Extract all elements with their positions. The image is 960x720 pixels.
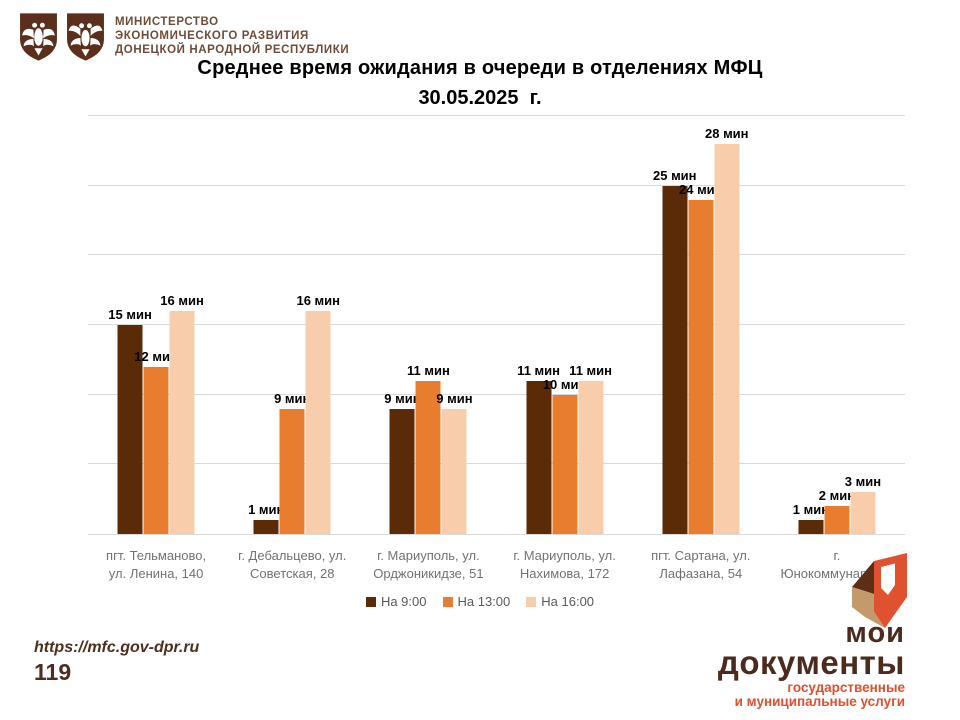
- bars: 1 мин 9 мин 16 мин: [248, 293, 340, 534]
- bar-value-label: 25 мин: [652, 167, 697, 183]
- legend-item: На 13:00: [442, 594, 511, 609]
- gridline-10: [88, 393, 905, 395]
- bars: 25 мин 24 мин 28 мин: [653, 126, 749, 534]
- bar-value-label: 2 мин: [818, 488, 856, 504]
- bar: 11 мин: [517, 363, 560, 534]
- bar-value-label: 11 мин: [569, 362, 613, 378]
- chart-title: Среднее время ожидания в очереди в отдел…: [0, 57, 960, 110]
- bar-group: 15 мин 12 мин 16 мин: [88, 116, 224, 534]
- site-url: https://mfc.gov-dpr.ru: [34, 639, 200, 656]
- dnr-emblem-icon: [67, 13, 104, 61]
- bar-value-label: 12 мин: [134, 348, 178, 364]
- bar-value-label: 9 мин: [274, 390, 311, 406]
- bar-value-label: 11 мин: [517, 362, 561, 378]
- bars: 15 мин 12 мин 16 мин: [108, 293, 204, 534]
- bar-value-label: 16 мин: [296, 293, 341, 309]
- brand-line-moi: мои: [845, 617, 905, 649]
- ministry-name: МИНИСТЕРСТВО ЭКОНОМИЧЕСКОГО РАЗВИТИЯ ДОН…: [115, 15, 349, 57]
- my-documents-logo-icon: [852, 553, 907, 628]
- plot-area: 15 мин 12 мин 16 мин 1 мин 9 мин 16 мин 9 мин 1…: [88, 115, 905, 535]
- phone-number: 119: [34, 659, 72, 685]
- bar: 25 мин: [653, 168, 697, 534]
- russia-emblem-icon: [20, 13, 57, 61]
- ministry-line-2: ЭКОНОМИЧЕСКОГО РАЗВИТИЯ: [115, 30, 309, 43]
- bar-value-label: 15 мин: [108, 307, 152, 322]
- bar-value-label: 16 мин: [160, 293, 204, 309]
- brand-subtitle-2: и муниципальные услуги: [734, 694, 905, 710]
- chart-title-line-1: Среднее время ожидания в очереди в отдел…: [197, 57, 763, 79]
- category-label: г. Дебальцево, ул. Советская, 28: [238, 548, 347, 581]
- category-label: пгт. Тельманово, ул. Ленина, 140: [106, 548, 207, 581]
- legend-item: На 16:00: [526, 594, 594, 609]
- bars: 1 мин 2 мин 3 мин: [793, 474, 881, 534]
- bar: 9 мин: [274, 391, 310, 534]
- bar-value-label: 9 мин: [384, 390, 421, 406]
- category-label: г. Мариуполь, ул. Орджоникидзе, 51: [373, 548, 484, 581]
- bar: 11 мин: [407, 363, 450, 534]
- legend-label: На 13:00: [457, 594, 511, 609]
- bar-group: 11 мин 10 мин 11 мин: [497, 116, 633, 534]
- legend-swatch-icon: [442, 596, 453, 607]
- gridline-20: [88, 254, 905, 256]
- bar-value-label: 24 мин: [678, 181, 723, 197]
- bar: 9 мин: [436, 391, 473, 534]
- gridline-15: [88, 324, 905, 325]
- bar-value-label: 9 мин: [436, 390, 473, 406]
- brand-line-dokumenty: документы: [717, 643, 905, 681]
- bars: 9 мин 11 мин 9 мин: [384, 363, 473, 534]
- bar: 16 мин: [296, 293, 340, 534]
- bar: 9 мин: [384, 391, 421, 534]
- bar: 3 мин: [845, 474, 881, 534]
- gridline-30: [88, 115, 905, 116]
- bar: 1 мин: [248, 502, 284, 534]
- legend-item: На 9:00: [365, 594, 427, 609]
- ministry-line-3: ДОНЕЦКОЙ НАРОДНОЙ РЕСПУБЛИКИ: [115, 44, 350, 57]
- bar-value-label: 3 мин: [844, 474, 882, 490]
- gridline-25: [88, 184, 905, 186]
- brand-subtitle-1: государственные: [787, 679, 905, 695]
- chart-title-date: 30.05.2025 г.: [418, 87, 542, 109]
- bar-group: 1 мин 2 мин 3 мин: [769, 116, 905, 534]
- bar-group: 9 мин 11 мин 9 мин: [360, 116, 496, 534]
- legend-label: На 16:00: [541, 594, 595, 609]
- bar: 24 мин: [679, 182, 723, 534]
- bar-value-label: 11 мин: [407, 362, 450, 378]
- x-axis-line: [88, 534, 905, 535]
- bars: 11 мин 10 мин 11 мин: [517, 363, 612, 534]
- category-label: г. Мариуполь, ул. Нахимова, 172: [513, 548, 616, 581]
- legend-swatch-icon: [365, 596, 376, 607]
- header-emblems: [18, 11, 106, 63]
- bar-groups: 15 мин 12 мин 16 мин 1 мин 9 мин 16 мин 9 мин 1…: [88, 116, 905, 534]
- legend: На 9:00 На 13:00 На 16:00: [0, 594, 960, 609]
- legend-label: На 9:00: [380, 594, 427, 609]
- bar-value-label: 1 мин: [248, 502, 285, 518]
- my-documents-wordmark: мои документы государственные и муниципа…: [717, 617, 905, 710]
- bar-value-label: 1 мин: [792, 502, 830, 518]
- bar-value-label: 28 мин: [704, 125, 749, 141]
- bar-value-label: 10 мин: [542, 376, 587, 392]
- bar: 12 мин: [134, 349, 178, 534]
- bar: 1 мин: [793, 502, 829, 534]
- legend-swatch-icon: [526, 596, 537, 607]
- gridline-5: [88, 463, 905, 465]
- bar: 16 мин: [160, 293, 204, 534]
- bar: 10 мин: [543, 377, 586, 534]
- category-label: пгт. Сартана, ул. Лафазана, 54: [651, 548, 751, 581]
- ministry-line-1: МИНИСТЕРСТВО: [115, 16, 219, 28]
- bar: 15 мин: [108, 307, 152, 534]
- bar: 2 мин: [819, 488, 855, 534]
- bar-group: 25 мин 24 мин 28 мин: [633, 116, 769, 534]
- bar: 11 мин: [569, 363, 612, 534]
- category-labels: пгт. Тельманово, ул. Ленина, 140 г. Дебаль…: [88, 547, 905, 582]
- bar-group: 1 мин 9 мин 16 мин: [224, 116, 360, 534]
- bar: 28 мин: [705, 126, 749, 534]
